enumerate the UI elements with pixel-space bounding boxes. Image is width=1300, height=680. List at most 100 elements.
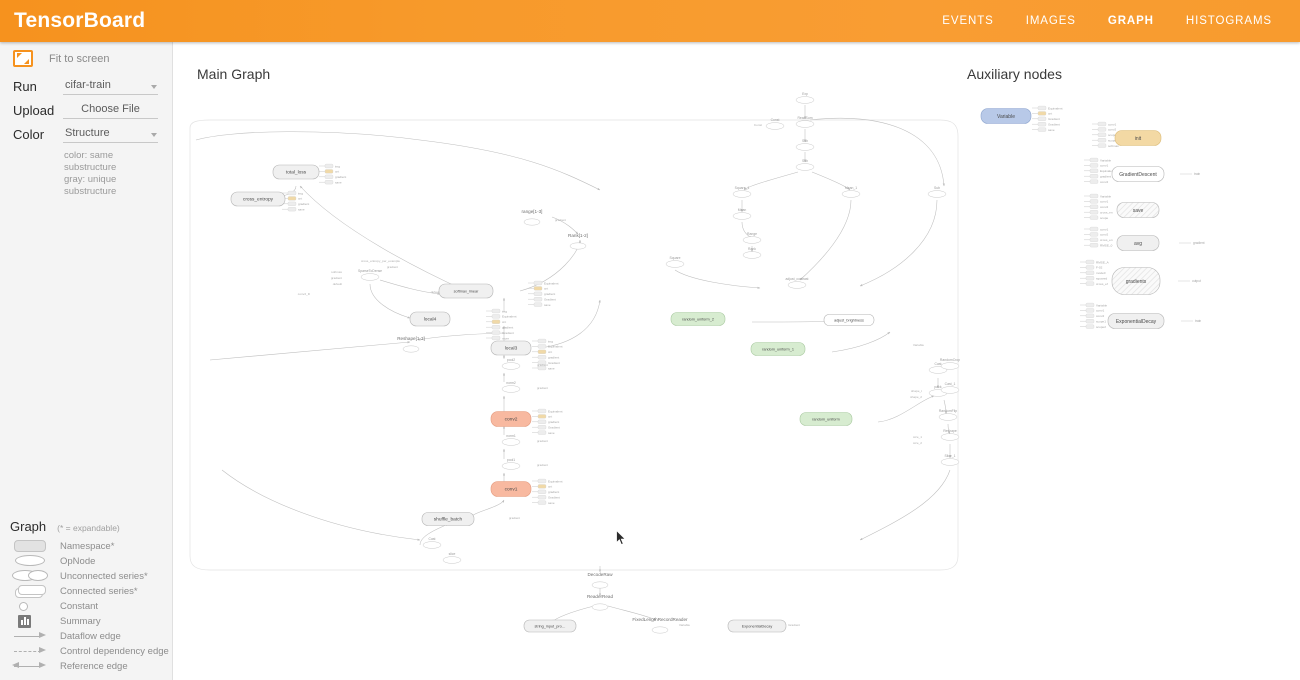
op-node-label: norm2	[506, 381, 516, 385]
legend-title: Graph	[10, 519, 47, 534]
op-node[interactable]: Sub	[795, 159, 815, 171]
graph-node-FixedLengthRecordReader[interactable]: FixedLengthRecordReader	[632, 617, 688, 634]
op-node[interactable]: Exp	[795, 92, 815, 104]
graph-node-local3[interactable]: local3	[490, 340, 532, 356]
op-node[interactable]: Slice_1	[940, 454, 960, 466]
op-node[interactable]: pool1	[501, 458, 521, 470]
op-node-label: Sub	[934, 186, 940, 190]
tab-images[interactable]: IMAGES	[1025, 15, 1076, 27]
run-select[interactable]: cifar-train	[63, 77, 158, 95]
edge-annotation: Gradient	[788, 623, 800, 627]
op-node-label: Square_1	[735, 186, 750, 190]
port-label: gradient	[335, 175, 346, 179]
op-node[interactable]: Cast_1	[940, 382, 960, 394]
graph-node-conv2[interactable]: conv2	[490, 411, 532, 427]
op-node[interactable]: Sub	[795, 139, 815, 151]
graph-node-softmax_linear[interactable]: softmax_linear	[438, 283, 494, 299]
main-graph-title: Main Graph	[197, 66, 271, 82]
op-node[interactable]: Range	[742, 232, 762, 244]
graph-node-Variable[interactable]: Variable	[980, 108, 1032, 124]
color-select[interactable]: Structure	[63, 125, 158, 143]
graph-canvas[interactable]: Main Graph Auxiliary nodes Exp ReadSum Con…	[173, 42, 1300, 680]
graph-node-avg[interactable]: avg	[1116, 235, 1160, 251]
op-node[interactable]: RandomCrop	[940, 358, 960, 370]
graph-node-shuffle_batch[interactable]: shuffle_batch	[421, 512, 475, 526]
op-node[interactable]: norm2	[501, 381, 521, 393]
graph-node-conv1[interactable]: conv1	[490, 481, 532, 497]
graph-node-cross_entropy[interactable]: cross_entropy	[230, 191, 286, 207]
graph-node-ReaderRead[interactable]: ReaderRead	[587, 594, 613, 611]
choose-file-button[interactable]: Choose File	[63, 101, 158, 119]
op-node[interactable]: slice	[442, 552, 462, 564]
op-node-label: pool2	[507, 358, 515, 362]
port-label: cnt	[1048, 112, 1052, 116]
graph-node-Reshape_1_3[interactable]: Reshape[1-3]	[397, 336, 425, 353]
graph-node-local4[interactable]: local4	[409, 311, 451, 327]
graph-node-Rank_1_2[interactable]: Rank[1-2]	[568, 233, 588, 250]
edge-annotation: shape_t	[911, 389, 922, 393]
op-node[interactable]: norm1	[501, 434, 521, 446]
graph-node-DecodeRaw[interactable]: DecodeRaw	[587, 572, 613, 589]
op-node[interactable]: Const	[765, 118, 785, 130]
op-node[interactable]: Cast	[928, 362, 948, 374]
graph-node-save[interactable]: save	[1116, 202, 1160, 218]
op-node[interactable]: pool2	[501, 358, 521, 370]
port-label: gradient	[544, 292, 555, 296]
graph-node-range_1_3[interactable]: range[1-3]	[522, 209, 543, 226]
graph-node-ExponentialDecay[interactable]: ExponentialDecay	[727, 619, 787, 633]
graph-node-GradientDescent[interactable]: GradientDescent	[1111, 166, 1165, 182]
op-node[interactable]: SparseToDense	[358, 269, 382, 281]
graph-edge	[551, 216, 579, 235]
unconnected-series-icon	[10, 570, 50, 583]
port-label: scope	[1100, 216, 1109, 220]
port-label: img	[335, 164, 340, 168]
tab-events[interactable]: EVENTS	[942, 15, 994, 27]
graph-node-gradients[interactable]: gradients	[1111, 267, 1161, 295]
op-node[interactable]: ReadSum	[795, 116, 815, 128]
port-label: Gradient	[1048, 117, 1060, 121]
op-node[interactable]: Rank	[742, 247, 762, 259]
op-node[interactable]: RandomFlip	[938, 409, 957, 421]
port-label: scope2	[1108, 139, 1118, 143]
graph-node-ExponentialDecayAux[interactable]: ExponentialDecay	[1107, 313, 1165, 329]
port-label: cnt	[548, 350, 552, 354]
op-node-label: SparseToDense	[358, 269, 382, 273]
op-node[interactable]: Mean	[732, 208, 752, 220]
op-node[interactable]: Reshape	[940, 429, 960, 441]
op-node-label: Rank	[748, 247, 756, 251]
tab-histograms[interactable]: HISTOGRAMS	[1185, 15, 1272, 27]
graph-node-random_uniform_1[interactable]: random_uniform_1	[750, 342, 806, 356]
op-node[interactable]: adjust_contrast	[786, 277, 809, 289]
graph-node-total_loss[interactable]: total_loss	[272, 164, 320, 180]
port-label: Gradient	[548, 496, 560, 500]
color-help-text: color: same substructure gray: unique su…	[0, 145, 172, 198]
fit-to-screen-icon[interactable]	[13, 50, 33, 67]
graph-node-random_uniform[interactable]: random_uniform	[799, 412, 853, 426]
tab-graph[interactable]: GRAPH	[1107, 15, 1154, 27]
op-node[interactable]: Square_1	[732, 186, 752, 198]
op-node[interactable]: Sub	[927, 186, 947, 198]
port-label: cnt	[335, 170, 339, 174]
port-label: gradient	[548, 356, 559, 360]
op-node[interactable]: Mean_1	[841, 186, 861, 198]
graph-node-random_uniform_2[interactable]: random_uniform_2	[670, 312, 726, 326]
port-label: Equivalent	[548, 479, 563, 483]
op-node-label: RandomFlip	[939, 409, 957, 413]
graph-node-init[interactable]: init	[1114, 130, 1162, 146]
legend-label: Constant	[60, 600, 99, 612]
graph-svg[interactable]: Exp ReadSum Const Sub Sub Square_1 Mean_1 Sub Me…	[173, 42, 1300, 680]
legend-label: Namespace*	[60, 540, 115, 552]
op-node[interactable]: Square	[665, 256, 685, 268]
op-node-label: Sub	[802, 139, 808, 143]
graph-node-string_input_pro[interactable]: string_input_pro…	[523, 619, 577, 633]
graph-node-adjust_brightness[interactable]: adjust_brightness	[823, 314, 875, 326]
op-node[interactable]: Cast	[422, 537, 442, 549]
graph-node-label: init	[1135, 136, 1142, 142]
port-label: Equivalent	[548, 345, 563, 349]
fit-to-screen-row[interactable]: Fit to screen	[0, 42, 172, 73]
op-node-label: Cast	[429, 537, 436, 541]
